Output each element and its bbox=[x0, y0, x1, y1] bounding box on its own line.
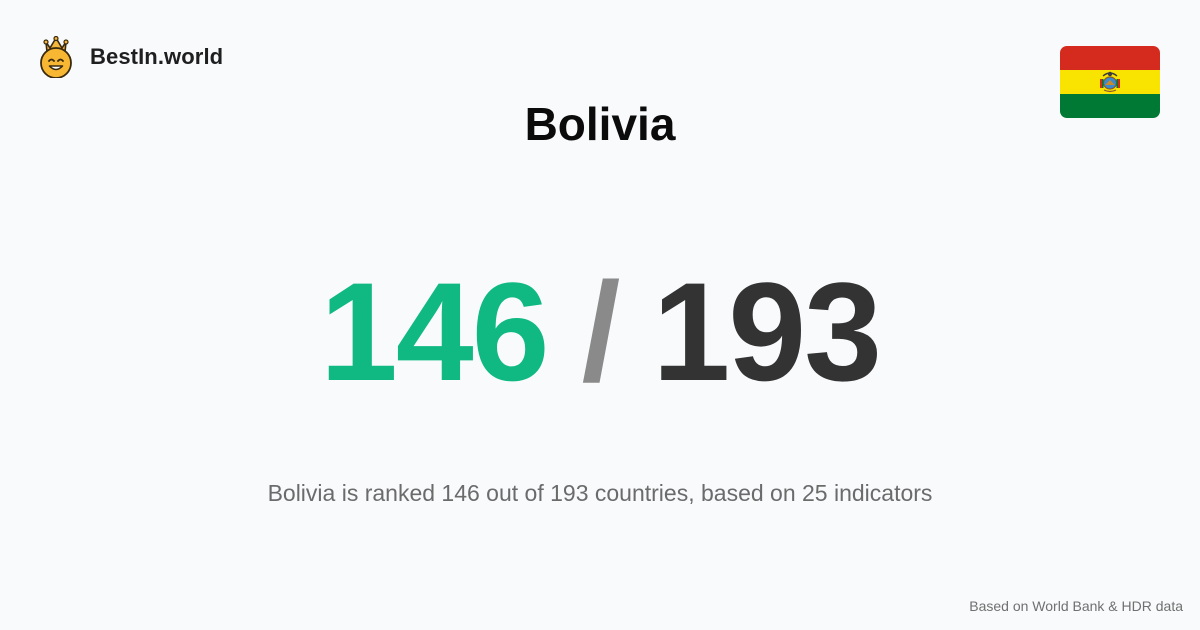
data-source-note: Based on World Bank & HDR data bbox=[969, 598, 1183, 614]
crowned-smiley-icon bbox=[40, 36, 72, 78]
brand-name[interactable]: BestIn.world bbox=[90, 44, 224, 69]
country-title: Bolivia bbox=[524, 98, 676, 150]
rank-display: 146/193 bbox=[0, 252, 1200, 412]
bolivia-flag-icon bbox=[1060, 46, 1160, 118]
brand-header[interactable]: BestIn.world bbox=[38, 36, 223, 78]
rank-separator: / bbox=[581, 253, 621, 410]
coat-of-arms-icon bbox=[1100, 71, 1120, 93]
rank-total: 193 bbox=[652, 253, 882, 410]
rank-value: 146 bbox=[319, 253, 550, 410]
ranking-summary: Bolivia is ranked 146 out of 193 countri… bbox=[267, 480, 933, 506]
